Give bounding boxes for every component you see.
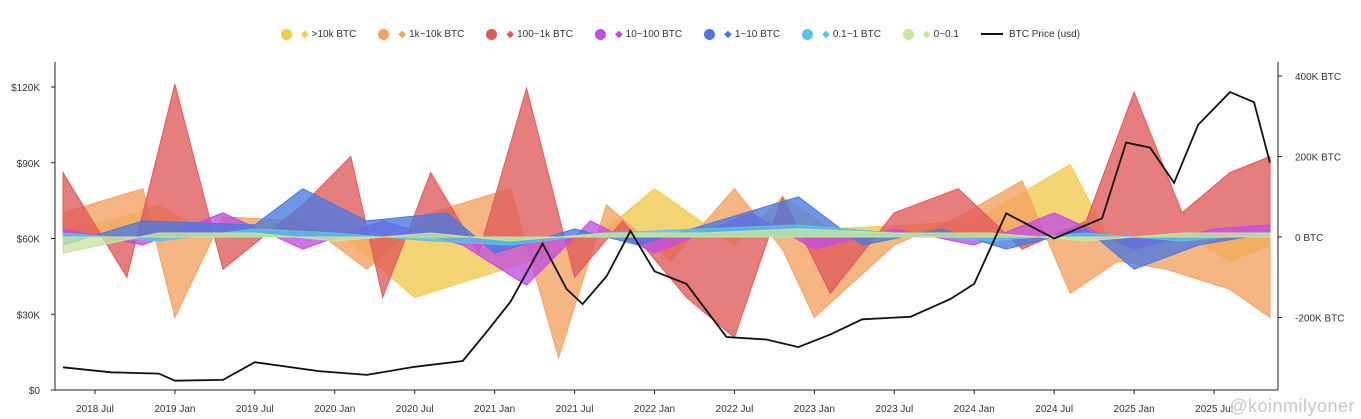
y-right-tick-label: 400K BTC xyxy=(1295,72,1341,83)
legend-label: 0.1~1 BTC xyxy=(832,28,881,40)
x-tick-label: 2019 Jul xyxy=(236,404,274,415)
legend-label: 0~0.1 xyxy=(933,28,959,40)
price-layer xyxy=(62,91,1271,382)
y-right-tick-label: -200K BTC xyxy=(1295,314,1344,325)
x-tick-label: 2022 Jan xyxy=(634,404,675,415)
y-left-tick-label: $60K xyxy=(17,235,41,246)
x-tick-label: 2019 Jan xyxy=(154,404,195,415)
shrimp-icon: ◆ xyxy=(822,28,830,40)
legend-item[interactable]: ◆ 0.1~1 BTC xyxy=(802,28,881,40)
legend-color-dot xyxy=(704,28,716,40)
legend-color-dot xyxy=(378,28,390,40)
x-tick-label: 2022 Jul xyxy=(716,404,754,415)
legend-color-dot xyxy=(594,28,606,40)
legend-color-dot xyxy=(802,28,814,40)
whale-icon: ◆ xyxy=(398,28,407,40)
legend-label: BTC Price (usd) xyxy=(1008,28,1081,40)
x-tick-label: 2018 Jul xyxy=(76,404,114,415)
legend-label: 1~10 BTC xyxy=(734,28,781,40)
x-tick-label: 2025 Jan xyxy=(1114,404,1155,415)
plankton-icon: ◆ xyxy=(922,28,931,40)
y-right-tick-label: 200K BTC xyxy=(1295,153,1341,164)
series-layer xyxy=(62,83,1271,360)
legend-item[interactable]: BTC Price (usd) xyxy=(980,28,1081,40)
legend-label: 10~100 BTC xyxy=(625,28,683,40)
series-area-1-10-btc xyxy=(62,188,1271,270)
legend-color-dot xyxy=(486,28,498,40)
legend-label: >10k BTC xyxy=(311,28,357,40)
x-tick-label: 2021 Jan xyxy=(474,404,515,415)
x-tick-label: 2023 Jul xyxy=(875,404,913,415)
x-tick-label: 2024 Jul xyxy=(1035,404,1073,415)
legend-item[interactable]: ◆ 10~100 BTC xyxy=(594,28,683,40)
x-tick-label: 2023 Jan xyxy=(794,404,835,415)
x-tick-label: 2020 Jan xyxy=(314,404,355,415)
y-left-tick-label: $0 xyxy=(29,386,41,397)
x-tick-label: 2021 Jul xyxy=(556,404,594,415)
y-left-tick-label: $30K xyxy=(17,310,41,321)
x-tick-label: 2024 Jan xyxy=(954,404,995,415)
series-area-0-0-1 xyxy=(62,228,1271,254)
shark-icon: ◆ xyxy=(300,28,309,40)
legend-item[interactable]: ◆ >10k BTC xyxy=(280,28,357,40)
watermark: @koinmilyoner xyxy=(1229,396,1355,416)
dolphin-icon: ◆ xyxy=(506,28,515,40)
legend-item[interactable]: ◆ 0~0.1 xyxy=(902,28,959,40)
y-left-tick-label: $90K xyxy=(17,159,41,170)
y-left-tick-label: $120K xyxy=(11,83,40,94)
x-tick-label: 2020 Jul xyxy=(396,404,434,415)
legend-color-dot xyxy=(280,28,292,40)
btc-price-line xyxy=(62,91,1271,382)
crab-icon: ◆ xyxy=(724,28,732,40)
axes-layer: $0 $30K $60K $90K $120K -200K BTC 0 BTC 200K BT… xyxy=(11,62,1344,415)
chart-legend: ◆ >10k BTC ◆ 1k~10k BTC ◆ 100~1k BTC ◆ 10~100 B… xyxy=(0,22,1361,46)
legend-item[interactable]: ◆ 1k~10k BTC xyxy=(378,28,465,40)
legend-color-dot xyxy=(902,28,914,40)
fish-icon: ◆ xyxy=(614,28,623,40)
legend-label: 1k~10k BTC xyxy=(409,28,465,40)
legend-label: 100~1k BTC xyxy=(517,28,573,40)
legend-line-marker xyxy=(980,33,1003,35)
x-tick-label: 2025 Jul xyxy=(1195,404,1233,415)
legend-item[interactable]: ◆ 100~1k BTC xyxy=(486,28,573,40)
legend-item[interactable]: ◆ 1~10 BTC xyxy=(704,28,781,40)
y-right-tick-label: 0 BTC xyxy=(1295,233,1323,244)
